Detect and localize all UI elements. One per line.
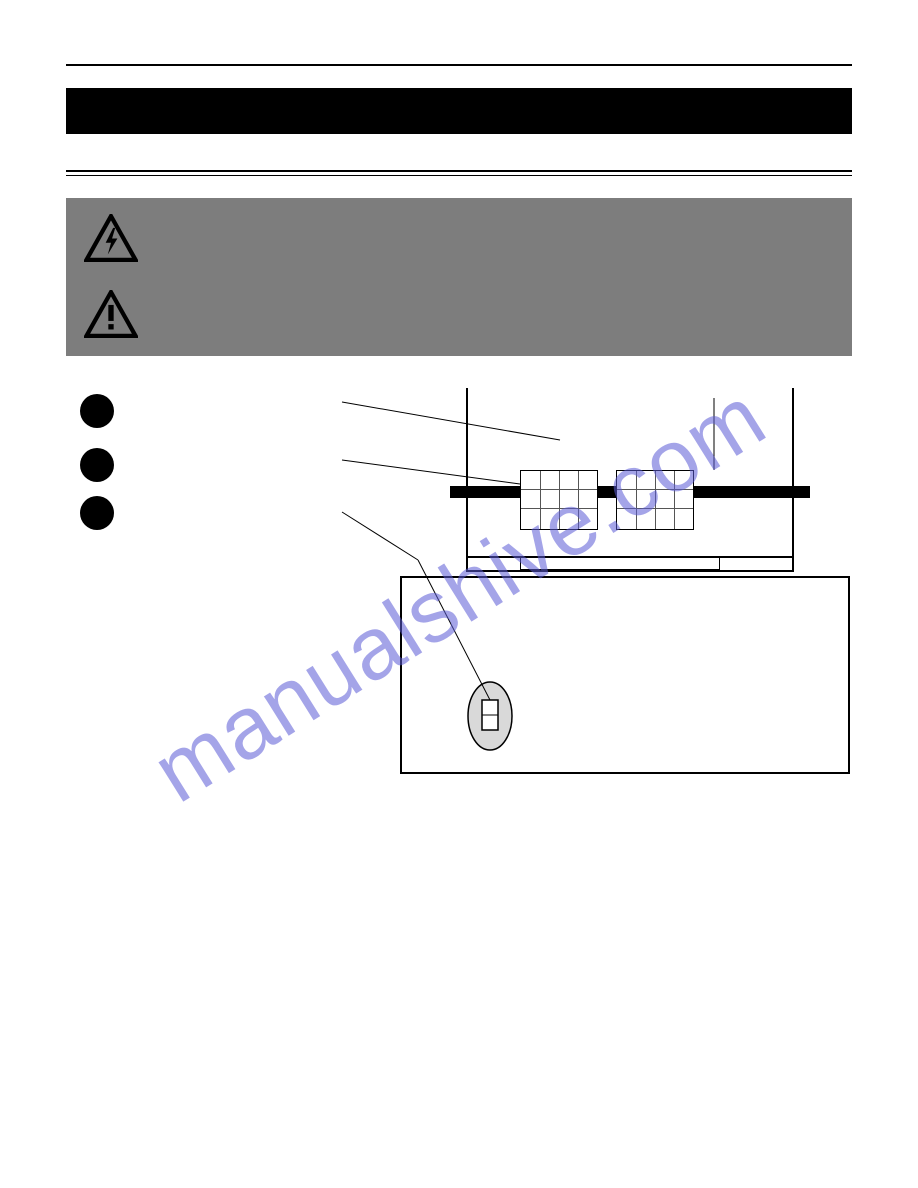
terminal-block-left [520,470,598,530]
power-switch-icon [460,676,520,756]
double-rule [66,170,852,176]
step-circle-3 [80,496,114,530]
step-circle-1 [80,394,114,428]
warning-panel [66,198,852,356]
step-circle-2 [80,448,114,482]
exclamation-triangle-icon [84,290,138,338]
lightning-triangle-icon [84,214,138,262]
rule-top [66,64,852,66]
terminal-block-right [616,470,694,530]
manual-page: manualshive.com [0,0,918,1188]
section-title-bar [66,88,852,134]
enclosure-top-ledge [520,556,720,570]
